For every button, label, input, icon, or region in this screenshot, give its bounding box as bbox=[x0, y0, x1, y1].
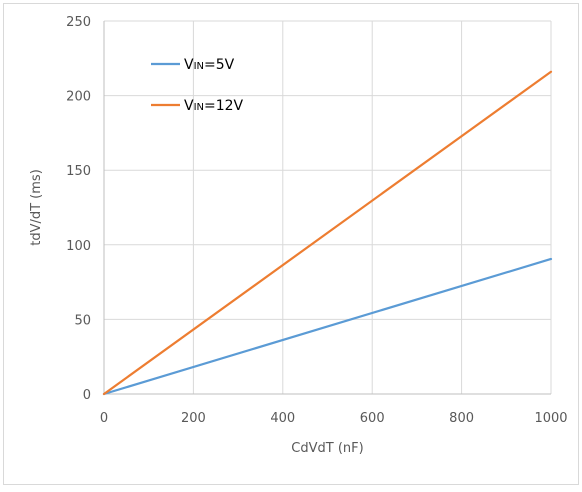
x-tick-label: 400 bbox=[270, 411, 295, 426]
y-axis-title: tdV/dT (ms) bbox=[29, 169, 44, 246]
x-tick-label: 600 bbox=[360, 411, 385, 426]
chart-border bbox=[3, 3, 579, 485]
y-tick-label: 50 bbox=[74, 313, 91, 328]
x-tick-label: 800 bbox=[449, 411, 474, 426]
legend-label-1: VIN=5V bbox=[184, 57, 235, 73]
x-tick-label: 1000 bbox=[534, 411, 567, 426]
y-tick-label: 200 bbox=[66, 90, 91, 105]
x-axis-title: CdVdT (nF) bbox=[291, 441, 363, 456]
y-tick-label: 250 bbox=[66, 15, 91, 30]
series-layer bbox=[102, 70, 553, 396]
axis-labels: 0 200 400 600 800 1000 0 50 100 150 200 250 CdVdT (n… bbox=[29, 15, 568, 456]
y-tick-label: 150 bbox=[66, 164, 91, 179]
y-tick-label: 100 bbox=[66, 239, 91, 254]
y-tick-label: 0 bbox=[83, 388, 91, 403]
legend-label-2: VIN=12V bbox=[184, 98, 244, 114]
x-tick-label: 0 bbox=[100, 411, 108, 426]
legend: VIN=5V VIN=12V bbox=[151, 57, 244, 114]
series-line-2 bbox=[102, 70, 553, 396]
x-tick-label: 200 bbox=[181, 411, 206, 426]
axes bbox=[103, 21, 551, 395]
gridlines bbox=[104, 20, 552, 394]
series-line-1 bbox=[102, 257, 553, 396]
